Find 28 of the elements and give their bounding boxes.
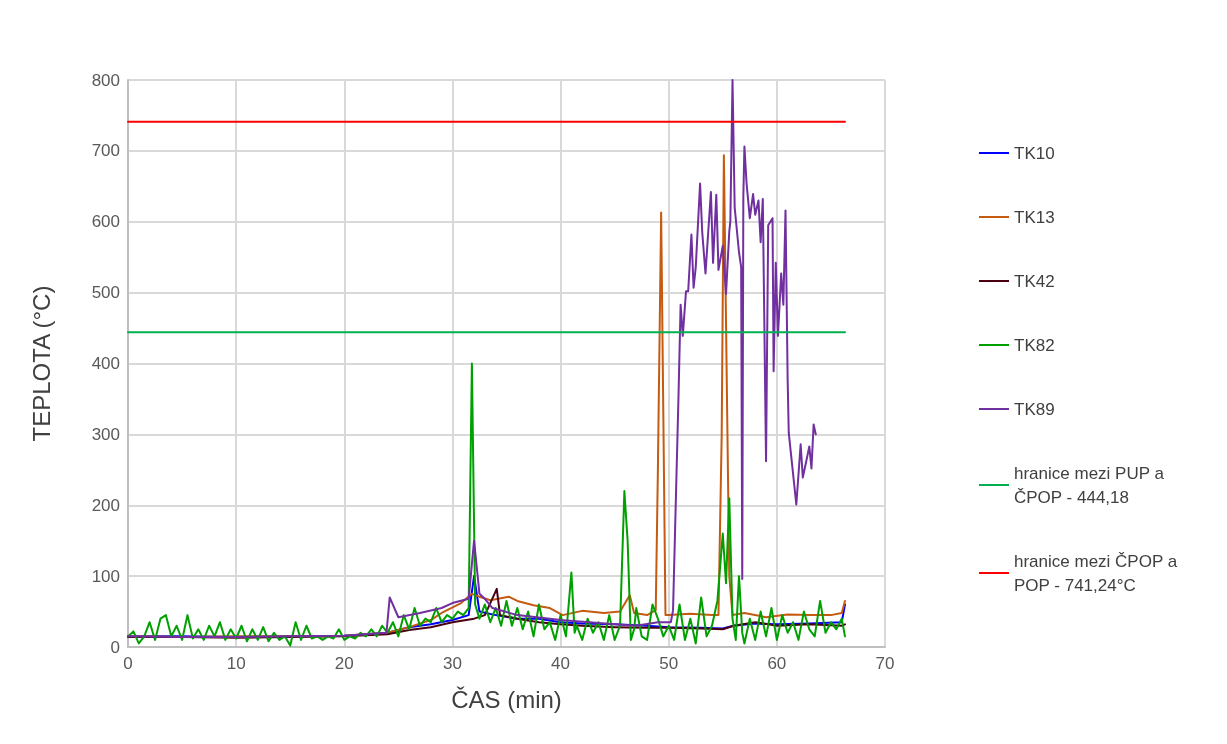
legend-label: TK89 — [1014, 399, 1055, 419]
legend-label: hranice mezi ČPOP a POP - 741,24°C — [1014, 551, 1182, 595]
y-tick-label: 500 — [91, 283, 120, 303]
legend-label: hranice mezi PUP a ČPOP - 444,18 — [1014, 463, 1169, 507]
legend-label: TK13 — [1014, 207, 1055, 227]
x-tick-label: 40 — [551, 654, 571, 673]
y-tick-label: 800 — [91, 70, 120, 90]
line-series — [127, 79, 817, 639]
x-tick-label: 10 — [226, 654, 246, 673]
y-axis-title: TEPLOTA (°C) — [27, 285, 55, 442]
y-tick-label: 200 — [91, 495, 120, 515]
x-tick-label: 30 — [442, 654, 462, 673]
legend-label: TK10 — [1014, 143, 1055, 163]
x-tick-label: 20 — [334, 654, 354, 673]
x-tick-label: 60 — [767, 654, 787, 673]
x-axis-title: ČAS (min) — [451, 685, 562, 713]
legend-label: TK42 — [1014, 271, 1055, 291]
x-tick-label: 0 — [123, 654, 133, 673]
y-tick-label: 0 — [110, 637, 120, 657]
y-tick-label: 400 — [91, 354, 120, 373]
y-tick-label: 300 — [91, 424, 120, 444]
y-tick-label: 600 — [91, 212, 120, 232]
y-tick-label: 100 — [91, 566, 120, 586]
y-tick-label: 700 — [91, 141, 120, 161]
x-tick-label: 70 — [875, 654, 895, 673]
line-series — [127, 362, 846, 647]
legend-label: TK82 — [1014, 335, 1055, 355]
x-tick-label: 50 — [659, 654, 679, 673]
